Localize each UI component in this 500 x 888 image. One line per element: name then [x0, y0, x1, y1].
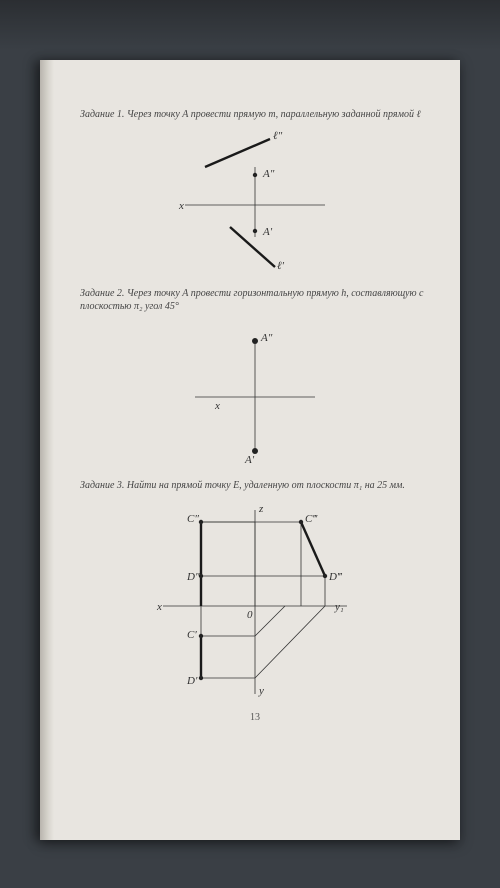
- svg-text:C″: C″: [187, 513, 199, 525]
- task-1-figure: x ℓ″ ℓ′ A″ A′: [80, 127, 430, 277]
- svg-text:C‴: C‴: [305, 513, 318, 525]
- svg-text:D″: D″: [186, 571, 200, 583]
- task-2-body: Через точку A провести горизонтальную пр…: [80, 288, 423, 312]
- page: Задание 1. Через точку A провести прямую…: [40, 60, 460, 840]
- task-3-label: Задание 3.: [80, 480, 124, 491]
- task-1-svg: x ℓ″ ℓ′ A″ A′: [175, 127, 335, 277]
- svg-text:y₁: y₁: [334, 601, 344, 613]
- svg-text:x: x: [156, 601, 162, 613]
- svg-text:x: x: [178, 200, 184, 212]
- task-1-body: Через точку A провести прямую m, паралле…: [127, 109, 421, 120]
- task-1-label: Задание 1.: [80, 109, 124, 120]
- svg-text:A″: A″: [260, 332, 273, 344]
- task-2-label: Задание 2.: [80, 288, 124, 299]
- task-3-text: Задание 3. Найти на прямой точку E, удал…: [80, 479, 430, 492]
- svg-text:x: x: [214, 400, 220, 412]
- svg-text:A′: A′: [262, 226, 273, 238]
- svg-text:D′: D′: [186, 675, 198, 687]
- task-3-figure: x y₁ z y 0 C″ C‴ D″ D‴ C′ D′: [80, 498, 430, 698]
- task-1-text: Задание 1. Через точку A провести прямую…: [80, 108, 430, 121]
- svg-text:ℓ′: ℓ′: [277, 260, 285, 272]
- svg-text:0: 0: [247, 609, 253, 621]
- svg-text:D‴: D‴: [328, 571, 343, 583]
- desk-background: [0, 0, 500, 50]
- svg-text:A′: A′: [244, 454, 255, 466]
- svg-text:C′: C′: [187, 629, 197, 641]
- page-number: 13: [80, 712, 430, 723]
- svg-text:ℓ″: ℓ″: [273, 130, 283, 142]
- task-2-svg: x A″ A′: [175, 319, 335, 469]
- svg-text:z: z: [258, 503, 264, 515]
- svg-text:A″: A″: [262, 168, 275, 180]
- page-binding: [40, 60, 54, 840]
- svg-text:y: y: [258, 685, 264, 697]
- task-3-body: Найти на прямой точку E, удаленную от пл…: [127, 480, 405, 491]
- task-2-figure: x A″ A′: [80, 319, 430, 469]
- task-2-text: Задание 2. Через точку A провести горизо…: [80, 287, 430, 313]
- task-3-svg: x y₁ z y 0 C″ C‴ D″ D‴ C′ D′: [155, 498, 355, 698]
